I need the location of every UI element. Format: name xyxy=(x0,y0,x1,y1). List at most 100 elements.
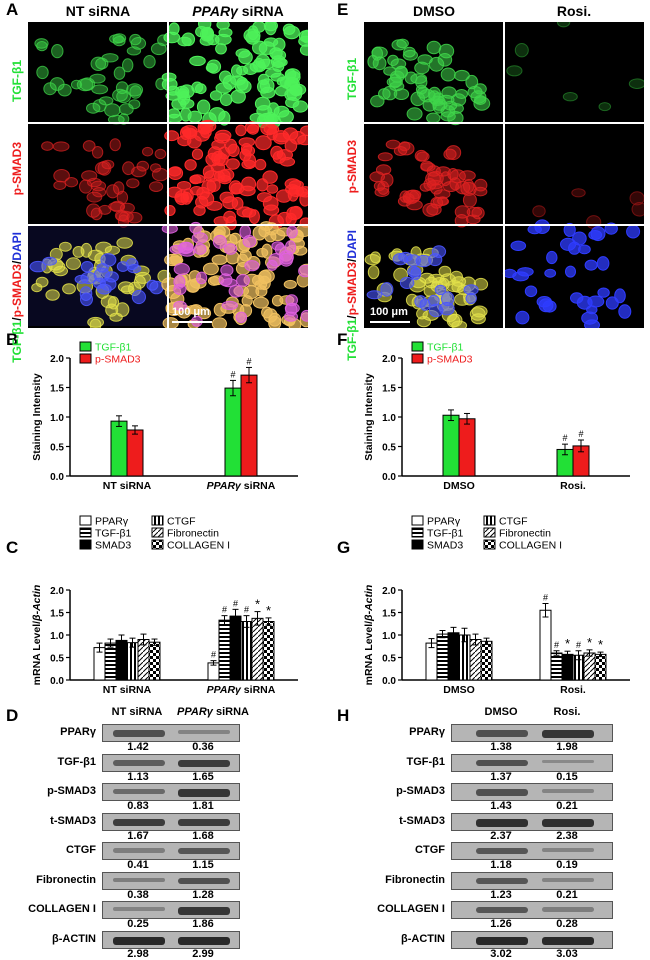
cell-mark xyxy=(100,253,117,267)
cell-mark xyxy=(228,284,244,298)
cell-mark xyxy=(394,65,408,79)
western-density-value: 0.25 xyxy=(127,918,149,930)
cell-mark xyxy=(215,129,232,142)
y-tick-label: 0.0 xyxy=(50,472,64,483)
western-band xyxy=(542,818,594,827)
western-d-header-2: PPARγ siRNA xyxy=(177,706,249,718)
significance-mark: * xyxy=(587,635,592,650)
micrograph-a-row1-label: TGF-β1 xyxy=(10,60,24,102)
cell-mark xyxy=(473,186,488,197)
western-band xyxy=(113,936,165,945)
cell-mark xyxy=(59,241,72,252)
cell-mark xyxy=(79,77,96,91)
micrograph-a: 100 μm xyxy=(28,22,308,328)
western-row-label: CTGF xyxy=(415,844,445,856)
panel-label-b: B xyxy=(6,330,19,349)
cell-mark xyxy=(65,257,82,270)
cell-mark xyxy=(286,206,303,221)
western-band xyxy=(178,848,230,855)
western-density-value: 0.38 xyxy=(127,888,149,901)
western-band-strip xyxy=(451,930,613,949)
cell-mark xyxy=(52,141,70,152)
western-band xyxy=(542,936,594,945)
western-density-value: 0.28 xyxy=(556,918,578,930)
western-row-label: Fibronectin xyxy=(36,873,96,886)
cell-mark xyxy=(403,46,416,58)
cell-mark xyxy=(369,171,385,183)
western-density-value: 1.15 xyxy=(192,859,214,871)
bar xyxy=(126,642,139,681)
western-density-value: 1.42 xyxy=(127,741,149,753)
y-tick-label: 1.5 xyxy=(382,384,396,395)
cell-mark xyxy=(218,27,233,38)
bar xyxy=(251,617,264,681)
cell-mark xyxy=(45,289,60,301)
cell-mark xyxy=(270,229,286,242)
cell-mark xyxy=(512,271,530,282)
cell-mark xyxy=(542,300,557,313)
legend-label: Fibronectin xyxy=(167,528,219,540)
cell-mark xyxy=(426,40,442,55)
western-band xyxy=(113,789,165,795)
western-band xyxy=(178,877,230,885)
cell-mark xyxy=(116,190,129,205)
cell-mark xyxy=(218,110,231,126)
significance-mark: * xyxy=(266,603,271,618)
bar xyxy=(218,619,231,681)
legend-label: CTGF xyxy=(167,516,196,528)
western-row-label: t-SMAD3 xyxy=(399,814,445,827)
chart-c: 0.0 0.5 1.0 1.5 2.0 mRNA Level/β-Actin NT siRN… xyxy=(31,515,298,696)
legend-swatch xyxy=(151,527,164,538)
cell-mark xyxy=(367,54,379,69)
legend-swatch xyxy=(411,341,424,352)
cell-mark xyxy=(36,65,49,80)
x-tick-label: Rosi. xyxy=(560,684,586,696)
cell-mark xyxy=(300,309,308,322)
significance-mark: # xyxy=(211,650,216,660)
cell-mark xyxy=(266,127,278,141)
cell-mark xyxy=(173,283,187,295)
cell-mark xyxy=(215,82,233,94)
cell-mark xyxy=(70,79,83,90)
western-band xyxy=(542,877,594,882)
legend-label: COLLAGEN I xyxy=(167,540,230,552)
cell-mark xyxy=(428,56,445,72)
cell-mark xyxy=(266,184,279,194)
western-density-value: 1.28 xyxy=(192,888,214,901)
legend-label: TGF-β1 xyxy=(95,528,132,540)
western-band xyxy=(542,730,594,738)
y-tick-label: 2.0 xyxy=(50,354,64,365)
cell-mark xyxy=(198,22,212,31)
cell-mark xyxy=(224,138,238,154)
western-band xyxy=(113,730,165,737)
cell-mark xyxy=(136,160,150,172)
cell-mark xyxy=(451,320,468,328)
western-density-value: 1.67 xyxy=(127,829,149,842)
cell-mark xyxy=(113,66,126,80)
cell-mark xyxy=(126,178,140,189)
cell-mark xyxy=(241,159,256,170)
legend-label: CTGF xyxy=(499,516,528,528)
panel-label-a: A xyxy=(6,0,19,19)
cell-mark xyxy=(252,225,267,241)
western-band xyxy=(178,936,230,945)
cell-mark xyxy=(596,256,610,271)
legend-swatch xyxy=(79,353,92,364)
western-density-value: 3.02 xyxy=(490,947,512,960)
cell-mark xyxy=(524,285,538,298)
bar xyxy=(224,387,242,477)
cell-mark xyxy=(236,65,249,76)
cell-mark xyxy=(127,263,142,274)
y-tick-label: 1.5 xyxy=(382,609,396,620)
significance-mark: * xyxy=(255,597,260,612)
cell-mark xyxy=(242,235,257,248)
cell-mark xyxy=(244,260,260,272)
cell-mark xyxy=(241,145,256,157)
western-row-label: p-SMAD3 xyxy=(47,785,96,797)
cell-mark xyxy=(184,159,197,171)
significance-mark: * xyxy=(565,636,570,651)
micrograph-a-col2-header: PPARγ siRNA xyxy=(192,3,284,19)
western-density-value: 0.15 xyxy=(556,770,578,783)
cell-mark xyxy=(218,175,232,185)
western-blot-h: DMSO Rosi. PPARγ 1.38 1.98 TGF-β1 1.37 0.15 p-… xyxy=(325,704,650,960)
